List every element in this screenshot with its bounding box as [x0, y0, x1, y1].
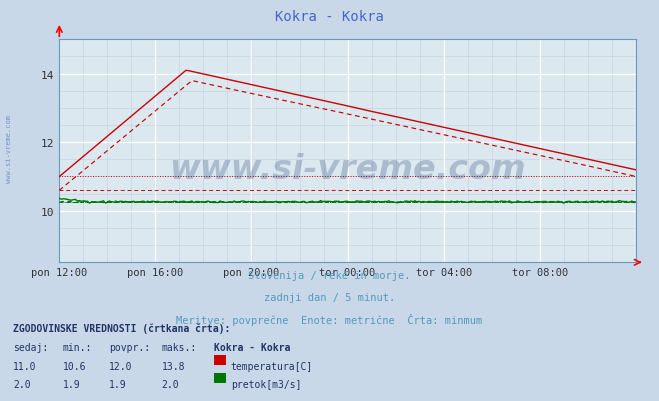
Text: Meritve: povprečne  Enote: metrične  Črta: minmum: Meritve: povprečne Enote: metrične Črta:…	[177, 313, 482, 325]
Text: povpr.:: povpr.:	[109, 342, 150, 352]
Text: sedaj:: sedaj:	[13, 342, 48, 352]
Text: pretok[m3/s]: pretok[m3/s]	[231, 379, 301, 389]
Text: Slovenija / reke in morje.: Slovenija / reke in morje.	[248, 271, 411, 281]
Text: 10.6: 10.6	[63, 361, 86, 371]
Text: 1.9: 1.9	[109, 379, 127, 389]
Text: maks.:: maks.:	[161, 342, 196, 352]
Text: 12.0: 12.0	[109, 361, 132, 371]
Text: 1.9: 1.9	[63, 379, 80, 389]
Text: Kokra - Kokra: Kokra - Kokra	[214, 342, 291, 352]
Text: www.si-vreme.com: www.si-vreme.com	[5, 114, 12, 182]
Text: 11.0: 11.0	[13, 361, 37, 371]
Text: ZGODOVINSKE VREDNOSTI (črtkana črta):: ZGODOVINSKE VREDNOSTI (črtkana črta):	[13, 323, 231, 333]
Text: 13.8: 13.8	[161, 361, 185, 371]
Text: 2.0: 2.0	[161, 379, 179, 389]
Text: min.:: min.:	[63, 342, 92, 352]
Text: 2.0: 2.0	[13, 379, 31, 389]
Text: www.si-vreme.com: www.si-vreme.com	[169, 153, 526, 186]
Text: TRENUTNE VREDNOSTI (polna črta):: TRENUTNE VREDNOSTI (polna črta):	[13, 400, 201, 401]
Text: zadnji dan / 5 minut.: zadnji dan / 5 minut.	[264, 293, 395, 303]
Text: Kokra - Kokra: Kokra - Kokra	[275, 10, 384, 24]
Text: temperatura[C]: temperatura[C]	[231, 361, 313, 371]
